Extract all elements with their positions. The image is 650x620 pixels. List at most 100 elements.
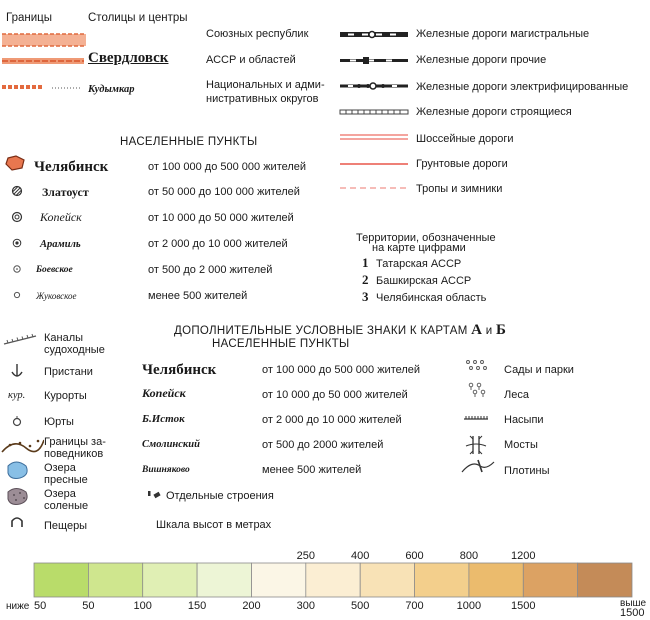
add-settlement-name-2: Б.Исток xyxy=(142,413,185,425)
fresh-lake-label-2: пресные xyxy=(44,474,88,486)
separate-buildings-icon xyxy=(148,491,161,499)
road-label-electrified-railway: Железные дороги электрифицированные xyxy=(416,81,629,93)
territories-heading-1: Территории, обозначенные xyxy=(356,232,496,244)
road-label-highway: Шоссейные дороги xyxy=(416,133,514,145)
bridge-label: Мосты xyxy=(504,439,538,451)
assr-oblasts-label: АССР и областей xyxy=(206,54,296,66)
height-scale-step xyxy=(33,562,89,598)
pier-label: Пристани xyxy=(44,366,93,378)
height-scale-step xyxy=(142,562,198,598)
height-scale-lower-label: 700 xyxy=(405,600,423,612)
height-scale-upper-label: 1200 xyxy=(511,550,535,562)
road-label-railway-construction: Железные дороги строящиеся xyxy=(416,106,572,118)
yurt-label: Юрты xyxy=(44,416,74,428)
territories-heading-2: на карте цифрами xyxy=(372,242,466,254)
additional-right-symbols xyxy=(461,360,495,473)
forest-label: Леса xyxy=(504,389,529,401)
add-settlement-range-4: менее 500 жителей xyxy=(262,464,362,476)
sample-oblast-center: Свердловск xyxy=(88,50,169,66)
settlement-name-4: Боевское xyxy=(36,265,73,275)
salt-lake-label-2: соленые xyxy=(44,500,89,512)
cave-label: Пещеры xyxy=(44,520,88,532)
settlement-symbols xyxy=(5,155,25,299)
add-settlement-name-3: Смолинский xyxy=(142,439,200,450)
road-label-main-railway: Железные дороги магистральные xyxy=(416,28,590,40)
additional-left-symbols xyxy=(1,333,44,527)
height-scale-step xyxy=(196,562,252,598)
national-okrugs-label-1: Национальных и адми- xyxy=(206,79,325,91)
capitals-header: Столицы и центры xyxy=(88,12,188,24)
height-scale-below-label: ниже xyxy=(6,601,30,612)
salt-lake-label-1: Озера xyxy=(44,488,76,500)
settlement-range-3: от 2 000 до 10 000 жителей xyxy=(148,238,288,250)
union-republics-label: Союзных республик xyxy=(206,28,309,40)
height-scale-step xyxy=(522,562,579,598)
height-scale-upper-label: 400 xyxy=(351,550,369,562)
fresh-lake-label-1: Озера xyxy=(44,462,76,474)
settlements-heading: НАСЕЛЕННЫЕ ПУНКТЫ xyxy=(120,136,258,148)
additional-heading: ДОПОЛНИТЕЛЬНЫЕ УСЛОВНЫЕ ЗНАКИ К КАРТАМ А… xyxy=(174,322,506,339)
height-scale-below-value: 50 xyxy=(34,600,47,612)
additional-heading-and: и xyxy=(485,325,493,337)
canal-label-1: Каналы xyxy=(44,332,84,344)
territory-num-3: 3 xyxy=(362,289,369,304)
road-label-dirt-road: Грунтовые дороги xyxy=(416,158,508,170)
reserve-border-label-2: поведников xyxy=(44,448,104,460)
height-scale-lower-label: 500 xyxy=(351,600,369,612)
height-scale-lower-label: 1500 xyxy=(511,600,535,612)
reserve-border-label-1: Границы за- xyxy=(44,436,106,448)
height-scale-step xyxy=(359,562,416,598)
height-scale-step xyxy=(88,562,144,598)
height-scale-step xyxy=(468,562,524,598)
road-label-other-railway: Железные дороги прочие xyxy=(416,54,547,66)
road-symbols xyxy=(339,30,409,189)
settlement-name-0: Челябинск xyxy=(34,159,109,175)
height-scale-lower-label: 100 xyxy=(134,600,152,612)
settlement-range-1: от 50 000 до 100 000 жителей xyxy=(148,186,300,198)
add-settlement-name-4: Вишняково xyxy=(142,465,190,475)
borders-header: Границы xyxy=(6,12,52,24)
height-scale-lower-label: 300 xyxy=(297,600,315,612)
add-settlement-name-1: Копейск xyxy=(142,386,186,400)
height-scale-upper-label: 800 xyxy=(460,550,478,562)
additional-heading-b: Б xyxy=(495,322,507,338)
height-scale-above-label: выше xyxy=(620,598,647,609)
height-scale-lower-label: 50 xyxy=(82,600,94,612)
national-okrugs-label-2: нистративных округов xyxy=(206,93,319,105)
territory-label-3: Челябинская область xyxy=(376,292,487,304)
height-scale-lower-label: 200 xyxy=(242,600,260,612)
height-scale-upper-label: 250 xyxy=(297,550,315,562)
separate-buildings-label: Отдельные строения xyxy=(166,490,274,502)
dam-label: Плотины xyxy=(504,465,550,477)
settlement-range-4: от 500 до 2 000 жителей xyxy=(148,264,273,276)
territory-label-1: Татарская АССР xyxy=(376,258,462,270)
settlement-range-2: от 10 000 до 50 000 жителей xyxy=(148,212,294,224)
settlement-name-2: Копейск xyxy=(40,210,82,224)
add-settlement-name-0: Челябинск xyxy=(142,362,217,378)
add-settlement-range-3: от 500 до 2000 жителей xyxy=(262,439,384,451)
add-settlement-range-1: от 10 000 до 50 000 жителей xyxy=(262,389,408,401)
height-scale-step xyxy=(577,562,633,598)
gardens-label: Сады и парки xyxy=(504,364,574,376)
resort-label: Курорты xyxy=(44,390,87,402)
settlement-range-0: от 100 000 до 500 000 жителей xyxy=(148,161,307,173)
height-scale-upper-label: 600 xyxy=(405,550,423,562)
height-scale-lower-label: 150 xyxy=(188,600,206,612)
height-scale-above-value: 1500 xyxy=(620,607,645,619)
settlement-name-1: Златоуст xyxy=(42,185,89,199)
resort-symbol: кур. xyxy=(8,390,26,401)
height-scale-step xyxy=(414,562,470,598)
canal-label-2: судоходные xyxy=(44,344,105,356)
embankment-label: Насыпи xyxy=(504,414,544,426)
add-settlement-range-0: от 100 000 до 500 000 жителей xyxy=(262,364,421,376)
territory-num-2: 2 xyxy=(362,272,369,287)
height-scale-title: Шкала высот в метрах xyxy=(156,519,272,531)
additional-sub-heading: НАСЕЛЕННЫЕ ПУНКТЫ xyxy=(212,338,350,350)
border-symbols xyxy=(2,33,86,89)
height-scale-step xyxy=(251,562,307,598)
additional-heading-prefix: ДОПОЛНИТЕЛЬНЫЕ УСЛОВНЫЕ ЗНАКИ К КАРТАМ xyxy=(174,325,468,337)
territory-num-1: 1 xyxy=(362,255,369,270)
settlement-name-5: Жуковское xyxy=(36,291,77,301)
settlement-range-5: менее 500 жителей xyxy=(148,290,248,302)
settlement-name-3: Арамиль xyxy=(40,239,81,250)
